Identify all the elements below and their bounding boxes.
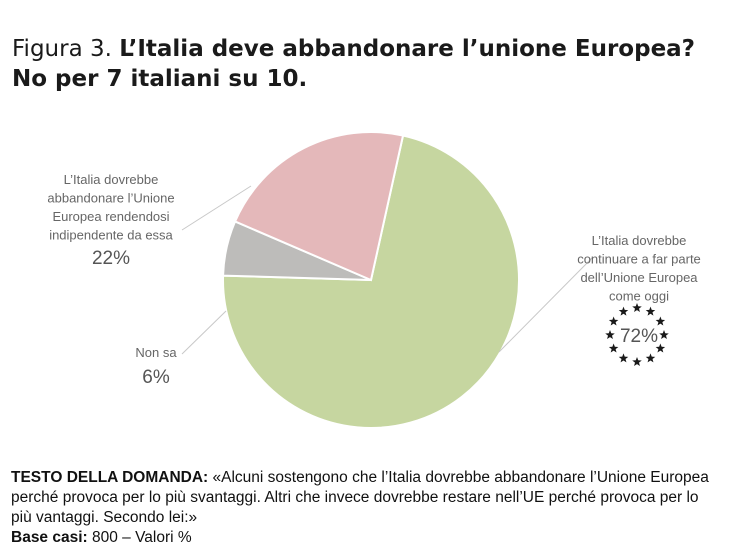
slice-value-nonsa: 6%: [142, 367, 170, 388]
eu-star-icon: [605, 330, 615, 340]
eu-star-icon: [645, 353, 656, 363]
leader-lines: [181, 185, 593, 355]
eu-star-icon: [618, 306, 629, 316]
slice-value-continuare: 72%: [620, 326, 658, 347]
eu-star-icon: [632, 303, 642, 313]
pie-slice-continuare: [222, 134, 521, 429]
slice-label-nonsa: Non sa: [135, 345, 177, 360]
eu-stars-ring: [605, 303, 669, 367]
chart-title: Figura 3. L’Italia deve abbandonare l’un…: [12, 34, 722, 94]
figure-number: Figura 3.: [12, 36, 112, 62]
base-text: 800 – Valori %: [92, 529, 192, 546]
question-label: TESTO DELLA DOMANDA:: [11, 469, 209, 486]
pie-slices: [222, 131, 521, 429]
leader-line-nonsa: [181, 310, 227, 355]
chart-footer: TESTO DELLA DOMANDA: «Alcuni sostengono …: [11, 468, 721, 548]
pie-slice-abbandonare: [233, 131, 405, 282]
eu-star-icon: [645, 306, 656, 316]
eu-star-icon: [608, 343, 619, 353]
eu-star-icon: [618, 353, 629, 363]
slice-label-continuare: L’Italia dovrebbe continuare a far parte d…: [577, 233, 701, 304]
slice-value-abbandonare: 22%: [92, 248, 130, 269]
eu-star-icon: [655, 316, 666, 326]
slice-label-abbandonare: L’Italia dovrebbe abbandonare l’Unione Eur…: [47, 172, 174, 243]
eu-star-icon: [659, 330, 669, 340]
chart-title-text: L’Italia deve abbandonare l’unione Europ…: [12, 36, 696, 92]
leader-line-abbandonare: [181, 185, 252, 231]
eu-star-icon: [608, 316, 619, 326]
eu-star-icon: [632, 357, 642, 367]
base-label: Base casi:: [11, 529, 88, 546]
question-text: «Alcuni sostengono che l’Italia dovrebbe…: [11, 469, 709, 526]
eu-star-icon: [655, 343, 666, 353]
slice-labels: L’Italia dovrebbe continuare a far parte d…: [47, 172, 700, 388]
leader-line-continuare: [498, 257, 593, 353]
